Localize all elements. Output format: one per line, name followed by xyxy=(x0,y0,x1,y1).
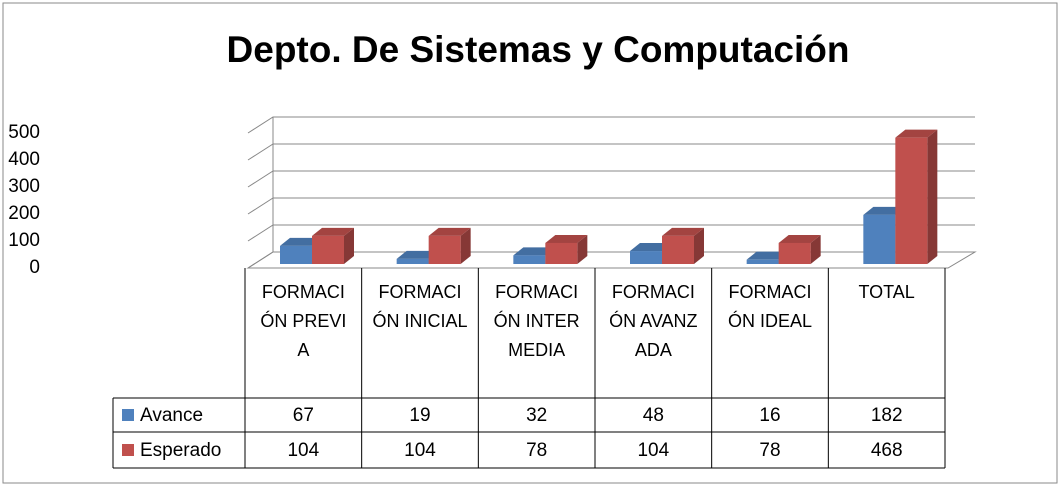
category-label: FORMACIÓN PREVIA xyxy=(260,282,347,360)
bar xyxy=(630,243,672,264)
bar-face xyxy=(778,234,821,243)
bar-face xyxy=(545,234,588,243)
grid-line xyxy=(247,197,975,215)
bar-face xyxy=(630,251,662,264)
bar xyxy=(428,227,471,264)
bar-face xyxy=(545,242,578,264)
bar-face xyxy=(460,227,471,264)
y-tick-label: 500 xyxy=(8,122,40,143)
bar-face xyxy=(662,235,694,264)
bar-face xyxy=(863,214,896,264)
table-value: 67 xyxy=(293,405,314,426)
bar-face xyxy=(513,247,556,256)
bar xyxy=(778,234,821,264)
y-tick-label: 100 xyxy=(8,230,40,251)
bar-face xyxy=(428,227,471,236)
table-value: 32 xyxy=(526,405,547,426)
table-value: 16 xyxy=(759,405,780,426)
bar-face xyxy=(778,242,811,264)
bar-face xyxy=(746,259,779,264)
bar xyxy=(312,227,354,264)
category-label: FORMACIÓN INTERMEDIA xyxy=(493,282,580,360)
bar-face xyxy=(863,206,906,215)
legend-key xyxy=(122,444,134,456)
table-value: 48 xyxy=(643,405,664,426)
bar-face xyxy=(895,129,938,138)
bar-face xyxy=(895,137,928,264)
legend-key xyxy=(122,409,134,421)
category-label: FORMACIÓN AVANZADA xyxy=(609,282,698,360)
bar xyxy=(545,234,588,264)
bar-face xyxy=(630,243,672,252)
y-tick-label: 0 xyxy=(29,257,40,278)
bar-face xyxy=(662,227,704,236)
bar-face xyxy=(927,129,938,264)
grid-line xyxy=(247,116,975,134)
category-label: FORMACIÓN INICIAL xyxy=(372,282,468,331)
bar-face xyxy=(344,227,354,264)
table-value: 19 xyxy=(409,405,430,426)
bar-face xyxy=(312,227,354,236)
table-value: 182 xyxy=(871,405,903,426)
bar-face xyxy=(428,235,461,264)
table-value: 104 xyxy=(404,440,436,461)
bar-face xyxy=(396,250,439,259)
category-label: FORMACIÓN IDEAL xyxy=(727,282,813,331)
chart-title: Depto. De Sistemas y Computación xyxy=(227,29,850,70)
bar-face xyxy=(280,245,312,264)
y-tick-label: 300 xyxy=(8,176,40,197)
grid-line xyxy=(247,170,975,188)
y-tick-label: 200 xyxy=(8,203,40,224)
bar-face xyxy=(513,255,546,264)
bar-face xyxy=(577,234,588,264)
legend-label: Avance xyxy=(140,405,203,426)
table-value: 468 xyxy=(871,440,903,461)
bar-face xyxy=(746,251,789,260)
legend-label: Esperado xyxy=(140,440,221,461)
bar-face xyxy=(280,237,322,246)
table-value: 78 xyxy=(526,440,547,461)
bar xyxy=(662,227,704,264)
table-value: 104 xyxy=(637,440,669,461)
bar-face xyxy=(396,258,429,264)
grid-line xyxy=(247,143,975,161)
category-label: TOTAL xyxy=(858,282,915,302)
table-value: 104 xyxy=(287,440,319,461)
grid-line xyxy=(247,251,975,269)
table-value: 78 xyxy=(759,440,780,461)
grid-line xyxy=(247,224,975,242)
y-tick-label: 400 xyxy=(8,149,40,170)
bar-face xyxy=(312,235,344,264)
bar xyxy=(895,129,938,264)
bar-face xyxy=(694,227,704,264)
bar-face xyxy=(810,234,821,264)
